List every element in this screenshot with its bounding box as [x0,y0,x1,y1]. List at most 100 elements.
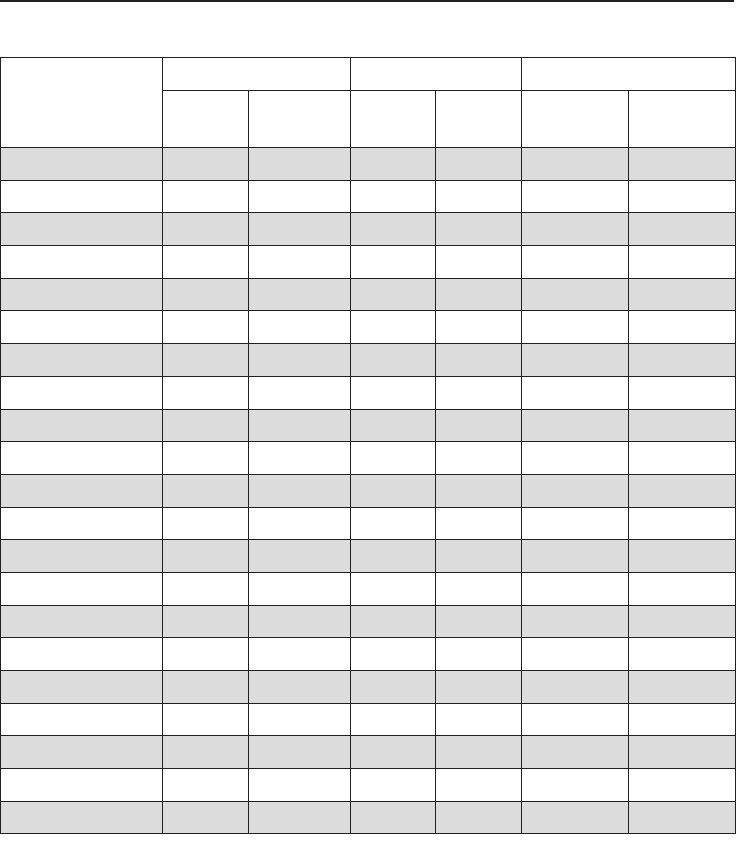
table-cell [435,310,522,345]
table-cell [248,604,351,639]
table-cell [248,506,351,541]
table-cell [628,702,736,737]
table-cell [162,245,249,279]
table-cell [350,408,436,443]
table-cell [162,637,249,671]
table-row [0,800,736,835]
header-subcell [435,90,522,148]
top-rule [0,0,734,2]
table-row [0,245,736,279]
table-cell [350,800,436,835]
table-cell [0,408,163,443]
table-cell [521,800,629,835]
table-cell [628,735,736,770]
table-cell [162,277,249,312]
table-row [0,375,736,410]
table-cell [162,506,249,541]
table-row [0,147,736,181]
table-cell [0,245,163,279]
table-cell [628,343,736,377]
table-cell [521,441,629,475]
table-cell [162,735,249,770]
table-cell [248,179,351,214]
table-cell [435,637,522,671]
table-cell [350,441,436,475]
table-cell [521,506,629,541]
table-cell [435,245,522,279]
table-cell [628,310,736,345]
table-cell [0,343,163,377]
table-cell [162,212,249,247]
table-cell [248,375,351,410]
table-row [0,768,736,802]
table-cell [435,800,522,835]
data-table [0,57,736,835]
table-cell [628,604,736,639]
table-cell [628,768,736,802]
table-cell [521,212,629,247]
table-cell [628,245,736,279]
header-subcell [162,90,249,148]
table-row [0,408,736,443]
table-cell [248,571,351,606]
table-cell [248,735,351,770]
table-cell [435,408,522,443]
table-cell [162,473,249,508]
table-cell [350,245,436,279]
header-group-cell [350,57,522,91]
table-cell [435,571,522,606]
table-cell [521,637,629,671]
table-cell [162,179,249,214]
table-cell [162,343,249,377]
table-cell [248,277,351,312]
table-cell [248,147,351,181]
table-cell [521,735,629,770]
table-cell [435,506,522,541]
table-cell [628,473,736,508]
table-cell [521,147,629,181]
table-cell [435,473,522,508]
table-cell [628,147,736,181]
header-row-subcolumns [1,90,736,148]
table-cell [628,277,736,312]
table-cell [628,441,736,475]
table-cell [0,539,163,573]
table-row [0,179,736,214]
table-cell [162,670,249,704]
table-cell [521,277,629,312]
table-cell [0,473,163,508]
header-subcell [628,90,736,148]
table-row [0,310,736,345]
table-row [0,702,736,737]
table-cell [628,179,736,214]
table-row [0,343,736,377]
table-cell [628,212,736,247]
table-cell [162,539,249,573]
table-cell [435,441,522,475]
table-row [0,441,736,475]
table-cell [521,473,629,508]
table-cell [521,375,629,410]
table-cell [435,375,522,410]
table-row [0,670,736,704]
table-cell [350,473,436,508]
table-cell [0,702,163,737]
table-cell [248,800,351,835]
table-cell [248,310,351,345]
table-row [0,735,736,770]
table-cell [435,343,522,377]
table-cell [628,571,736,606]
table-cell [162,375,249,410]
header-subcell [248,90,351,148]
table-cell [162,310,249,345]
header-cell [0,57,163,148]
table-row [0,473,736,508]
table-cell [0,637,163,671]
table-cell [350,768,436,802]
table-cell [350,179,436,214]
table-cell [0,277,163,312]
table-cell [350,277,436,312]
table-cell [521,702,629,737]
table-cell [162,800,249,835]
header-subcell [521,90,629,148]
